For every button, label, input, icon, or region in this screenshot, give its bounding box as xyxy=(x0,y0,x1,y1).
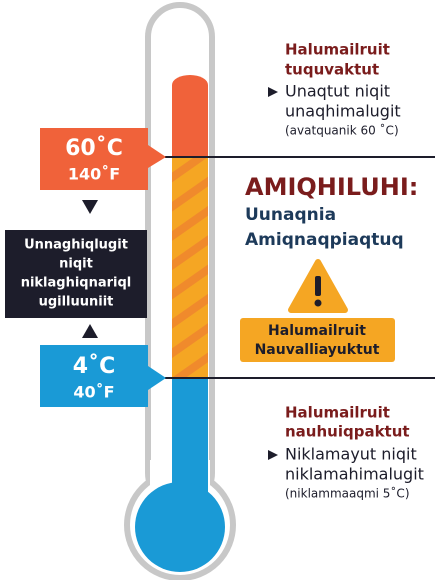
note: (avatquanik 60 ˚C) xyxy=(285,123,399,138)
middle-note: Unnaghiqlugit niqit niklaghiqnariql ugil… xyxy=(5,230,147,318)
top-text: Halumailruit tuquvaktut Unaqtut niqit un… xyxy=(268,41,401,138)
celsius: 4˚C xyxy=(73,354,115,379)
badge-line: Nauvalliayuktut xyxy=(255,342,380,358)
danger-subtitle: Uunaqnia xyxy=(245,205,336,225)
heading: Halumailruit xyxy=(285,41,390,59)
bullet: unaqhimalugit xyxy=(285,102,401,121)
bullet: Niklamayut niqit xyxy=(285,445,417,464)
bullet: niklamahimalugit xyxy=(285,465,424,484)
cold-label: 4˚C 40˚F xyxy=(40,345,166,407)
note-line: Unnaghiqlugit xyxy=(24,238,128,253)
heading: tuquvaktut xyxy=(285,61,379,79)
hot-label: 60˚C 140˚F xyxy=(40,128,166,190)
note-line: niqit xyxy=(59,257,93,272)
arrow-up xyxy=(82,324,98,338)
bullet: Unaqtut niqit xyxy=(285,82,390,101)
danger-subtitle: Amiqnaqpiaqtuq xyxy=(245,230,404,250)
danger-zone: AMIQHILUHI: Uunaqnia Amiqnaqpiaqtuq Halu… xyxy=(240,173,418,362)
celsius: 60˚C xyxy=(65,136,123,161)
heading: Halumailruit xyxy=(285,404,390,422)
note-line: ugilluuniit xyxy=(39,295,114,310)
infographic: 60˚C 140˚F Unnaghiqlugit niqit niklaghiq… xyxy=(0,0,444,580)
bottom-text: Halumailruit nauhuiqpaktut Niklamayut ni… xyxy=(268,404,424,501)
heading: nauhuiqpaktut xyxy=(285,423,410,441)
arrow-down xyxy=(82,200,98,214)
danger-title: AMIQHILUHI: xyxy=(245,173,418,201)
note-line: niklaghiqnariql xyxy=(21,276,132,291)
fahrenheit: 40˚F xyxy=(73,383,114,402)
badge-line: Halumailruit xyxy=(268,323,366,339)
fahrenheit: 140˚F xyxy=(68,165,120,184)
note: (niklammaaqmi 5˚C) xyxy=(285,486,410,501)
